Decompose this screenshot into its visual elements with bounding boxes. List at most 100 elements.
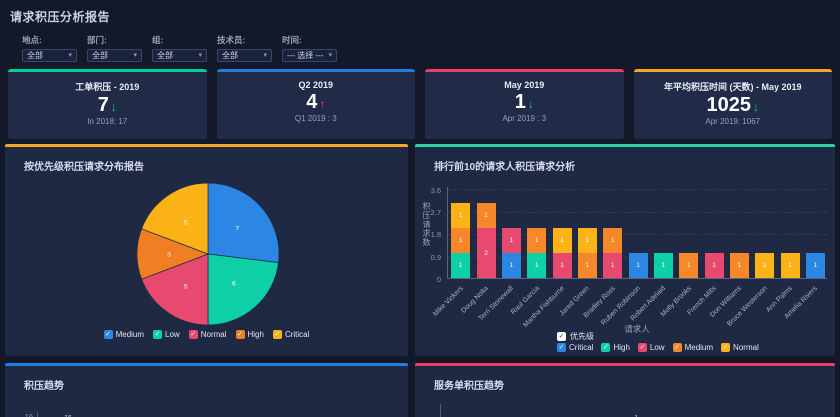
bar-segment-medium[interactable]: 1 bbox=[527, 228, 547, 254]
bar-segment-value: 1 bbox=[661, 262, 666, 270]
bar-segment-normal[interactable]: 1 bbox=[451, 203, 471, 229]
trend-up-arrow-icon: ↑ bbox=[319, 97, 326, 111]
filter-select-5[interactable]: --- 选择 --- ▾ bbox=[282, 49, 337, 62]
priority-pie-chart: 7 6 5 3 5 bbox=[136, 182, 280, 326]
legend-item-high[interactable]: ✓ High bbox=[601, 343, 630, 352]
kpi-subtitle: Apr 2019 : 3 bbox=[502, 114, 547, 123]
checkbox-checked-icon: ✓ bbox=[672, 343, 682, 352]
bar-segment-high[interactable]: 1 bbox=[451, 253, 471, 278]
bar-x-labels: Mike Vickers Doug Nolta Terri Stonewall Rau… bbox=[432, 283, 827, 329]
filter-group-3: 组: 全部 ▾ bbox=[152, 34, 207, 62]
filter-selected-value: 全部 bbox=[92, 51, 108, 60]
pie-slice-critical[interactable] bbox=[141, 182, 209, 255]
filter-group-4: 技术员: 全部 ▾ bbox=[217, 34, 272, 62]
kpi-subtitle: Q1 2019 : 3 bbox=[294, 114, 337, 123]
bar-segment-medium[interactable]: 1 bbox=[577, 253, 597, 278]
gridline bbox=[448, 234, 827, 236]
trend-bar-value: 15 bbox=[48, 415, 88, 417]
legend-item-critical[interactable]: ✓ Critical bbox=[557, 343, 593, 352]
filter-label: 技术员: bbox=[217, 35, 246, 45]
legend-item-low[interactable]: ✓ Low bbox=[153, 330, 180, 339]
legend-label: Medium bbox=[684, 343, 714, 352]
filter-label: 部门: bbox=[87, 35, 107, 45]
checkbox-checked-icon: ✓ bbox=[188, 330, 198, 339]
page-title: 请求积压分析报告 bbox=[10, 10, 111, 24]
bar-segment-low[interactable]: 1 bbox=[501, 228, 521, 254]
pie-slice-low[interactable] bbox=[207, 253, 279, 326]
bar-segment-low[interactable]: 1 bbox=[704, 253, 724, 278]
gridline bbox=[448, 189, 827, 191]
bar-segment-value: 2 bbox=[484, 249, 488, 257]
bar-segment-medium[interactable]: 1 bbox=[476, 203, 496, 229]
bar-y-ticks: 0 0.9 1.8 2.7 3.6 bbox=[415, 186, 443, 285]
legend-item-low[interactable]: ✓ Low bbox=[637, 343, 665, 352]
bar-segment-normal[interactable]: 1 bbox=[577, 228, 597, 254]
checkbox-checked-icon: ✓ bbox=[557, 332, 566, 341]
bar-segment-medium[interactable]: 1 bbox=[451, 228, 471, 254]
filter-group-5: 时间: --- 选择 --- ▾ bbox=[282, 34, 337, 62]
checkbox-checked-icon: ✓ bbox=[601, 343, 611, 352]
filter-select-4[interactable]: 全部 ▾ bbox=[217, 49, 272, 62]
bar-legend-title-row[interactable]: ✓ 优先级 bbox=[557, 331, 594, 342]
bar-segment-normal[interactable]: 1 bbox=[552, 228, 572, 254]
bar-segment-value: 1 bbox=[636, 262, 640, 270]
pie-slice-medium[interactable] bbox=[207, 182, 280, 263]
legend-item-medium[interactable]: ✓ Medium bbox=[103, 330, 144, 339]
bar-segment-high[interactable]: 1 bbox=[653, 253, 673, 278]
bar-segment-value: 1 bbox=[737, 262, 742, 270]
kpi-value: 7 ↓ bbox=[8, 95, 207, 116]
bar-segment-critical[interactable]: 1 bbox=[805, 253, 825, 278]
bar-segment-critical[interactable]: 1 bbox=[501, 253, 521, 278]
bar-segment-low[interactable]: 1 bbox=[552, 253, 572, 278]
legend-label: High bbox=[613, 343, 630, 352]
pie-slice-value: 6 bbox=[232, 281, 236, 288]
filter-selected-value: 全部 bbox=[157, 51, 173, 60]
pie-slice-value: 3 bbox=[167, 251, 171, 258]
filter-select-1[interactable]: 全部 ▾ bbox=[22, 49, 77, 62]
pie-slice-normal[interactable] bbox=[141, 253, 209, 326]
legend-item-high[interactable]: ✓ High bbox=[235, 330, 264, 339]
bar-segment-normal[interactable]: 1 bbox=[780, 253, 800, 278]
chevron-down-icon: ▾ bbox=[263, 52, 267, 59]
filter-label: 组: bbox=[152, 35, 164, 45]
bar-segment-critical[interactable]: 1 bbox=[628, 253, 648, 278]
kpi-title: 年平均积压时间 (天数) - May 2019 bbox=[663, 82, 802, 92]
bar-segment-value: 1 bbox=[560, 262, 564, 270]
filter-group-1: 地点: 全部 ▾ bbox=[22, 34, 77, 62]
filter-select-2[interactable]: 全部 ▾ bbox=[87, 49, 142, 62]
legend-item-critical[interactable]: ✓ Critical bbox=[272, 330, 309, 339]
checkbox-checked-icon: ✓ bbox=[235, 330, 245, 339]
trend-y-tick: 16 bbox=[24, 412, 33, 417]
filter-group-2: 部门: 全部 ▾ bbox=[87, 34, 142, 62]
backlog-trend-title: 积压趋势 bbox=[24, 381, 64, 392]
y-tick-2.7: 2.7 bbox=[430, 207, 441, 217]
legend-item-medium[interactable]: ✓ Medium bbox=[672, 343, 714, 352]
legend-label: High bbox=[247, 330, 264, 339]
bar-segment-medium[interactable]: 1 bbox=[603, 228, 623, 254]
backlog-trend-panel: 积压趋势 16 15 bbox=[5, 363, 408, 417]
y-tick-0.9: 0.9 bbox=[430, 252, 441, 262]
bar-segment-value: 1 bbox=[484, 212, 488, 220]
checkbox-checked-icon: ✓ bbox=[272, 330, 282, 339]
bar-segment-value: 1 bbox=[585, 237, 590, 245]
legend-label: Normal bbox=[733, 343, 759, 352]
bar-segment-medium[interactable]: 1 bbox=[679, 253, 699, 278]
bar-segment-high[interactable]: 1 bbox=[527, 253, 547, 278]
bar-segment-low[interactable]: 2 bbox=[476, 228, 496, 278]
bar-segment-normal[interactable]: 1 bbox=[755, 253, 775, 278]
legend-item-normal[interactable]: ✓ Normal bbox=[721, 343, 759, 352]
bar-segment-value: 1 bbox=[534, 262, 539, 270]
pie-panel-title: 按优先级积压请求分布报告 bbox=[24, 162, 144, 173]
legend-item-normal[interactable]: ✓ Normal bbox=[188, 330, 227, 339]
kpi-card-2: Q2 2019 4 ↑ Q1 2019 : 3 bbox=[216, 69, 415, 139]
chevron-down-icon: ▾ bbox=[198, 52, 202, 59]
bar-segment-medium[interactable]: 1 bbox=[729, 253, 749, 278]
trend-y-axis-line bbox=[37, 412, 38, 417]
kpi-title: Q2 2019 bbox=[298, 80, 334, 90]
trend-down-arrow-icon: ↓ bbox=[110, 100, 117, 114]
bar-segment-low[interactable]: 1 bbox=[603, 253, 623, 278]
filter-select-3[interactable]: 全部 ▾ bbox=[152, 49, 207, 62]
pie-slice-value: 5 bbox=[184, 219, 188, 226]
